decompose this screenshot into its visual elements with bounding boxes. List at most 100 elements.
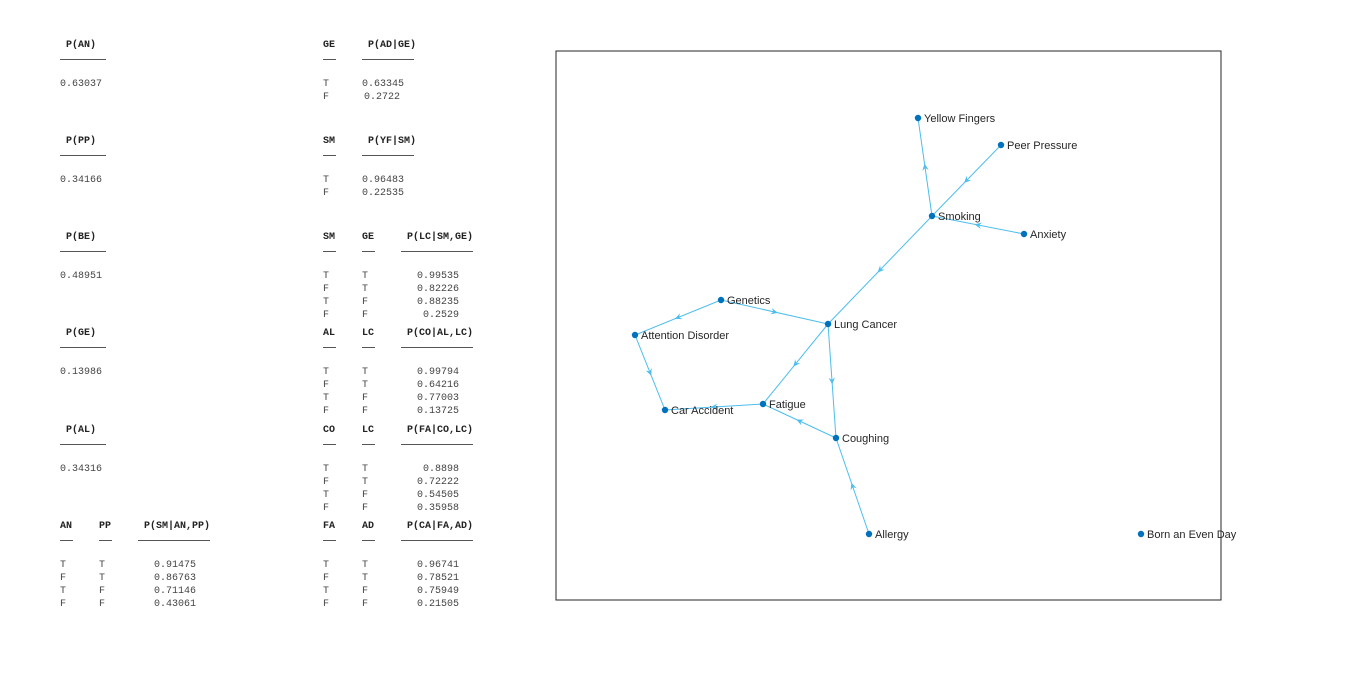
arrowhead-al-co <box>850 482 857 491</box>
table-cell: T <box>323 560 330 571</box>
table-cell: T <box>99 560 106 571</box>
node-label-be: Born an Even Day <box>1147 529 1237 541</box>
table-cell: T <box>362 380 369 391</box>
table-header: GE <box>362 232 375 243</box>
table-cell: 0.99794 <box>416 367 459 378</box>
table-header: P(LC|SM,GE) <box>407 232 474 243</box>
arrowhead-lc-fa <box>793 359 801 367</box>
table-cell: F <box>323 599 330 610</box>
table-cell: 0.72222 <box>416 477 459 488</box>
table-cell: 0.43061 <box>153 599 196 610</box>
arrowhead-fa-ca <box>710 403 718 410</box>
table-header: CO <box>323 425 336 436</box>
node-co[interactable] <box>832 434 840 442</box>
node-sm[interactable] <box>928 212 936 220</box>
arrowhead-lc-co <box>828 377 835 385</box>
table-cell: T <box>362 560 369 571</box>
table-cell: F <box>323 92 330 103</box>
table-cell: F <box>362 406 369 417</box>
table-cell: T <box>99 573 106 584</box>
table-cell: 0.8898 <box>422 464 459 475</box>
table-header: P(PP) <box>66 136 97 147</box>
header-rule <box>362 155 414 156</box>
table-cell: T <box>60 560 67 571</box>
table-cell: T <box>362 284 369 295</box>
table-header: P(AL) <box>66 425 97 436</box>
node-fa[interactable] <box>759 400 767 408</box>
arrowhead-ge-lc <box>770 308 778 315</box>
node-an[interactable] <box>1020 230 1028 238</box>
table-cell: 0.34166 <box>60 175 103 186</box>
table-header: AL <box>323 328 336 339</box>
node-label-ca: Car Accident <box>671 405 733 417</box>
table-header: P(CA|FA,AD) <box>407 521 474 532</box>
node-be[interactable] <box>1137 530 1145 538</box>
header-rule <box>401 540 473 541</box>
header-rule <box>60 59 106 60</box>
table-cell: 0.71146 <box>153 586 196 597</box>
table-cell: 0.48951 <box>60 271 103 282</box>
table-cell: T <box>362 573 369 584</box>
table-cell: 0.82226 <box>416 284 459 295</box>
node-label-ge: Genetics <box>727 295 771 307</box>
node-ge[interactable] <box>717 296 725 304</box>
header-rule <box>323 444 336 445</box>
table-header: P(CO|AL,LC) <box>407 328 474 339</box>
header-rule <box>60 155 106 156</box>
node-lc[interactable] <box>824 320 832 328</box>
table-cell: F <box>60 599 67 610</box>
table-cell: F <box>60 573 67 584</box>
node-al[interactable] <box>865 530 873 538</box>
table-header: SM <box>323 136 336 147</box>
table-cell: F <box>362 490 369 501</box>
header-rule <box>60 347 106 348</box>
table-cell: F <box>323 284 330 295</box>
table-cell: F <box>362 503 369 514</box>
table-cell: T <box>60 586 67 597</box>
node-ad[interactable] <box>631 331 639 339</box>
table-cell: 0.21505 <box>416 599 459 610</box>
table-cell: 0.88235 <box>416 297 459 308</box>
table-cell: F <box>323 477 330 488</box>
table-cell: T <box>323 464 330 475</box>
arrowhead-an-sm <box>974 222 983 229</box>
table-cell: 0.22535 <box>362 188 405 199</box>
header-rule <box>60 251 106 252</box>
table-header: P(SM|AN,PP) <box>144 521 211 532</box>
table-header: LC <box>362 425 375 436</box>
header-rule <box>60 444 106 445</box>
table-cell: T <box>323 367 330 378</box>
edges-layer <box>634 117 1025 535</box>
table-header: AN <box>60 521 73 532</box>
header-rule <box>401 347 473 348</box>
table-header: P(BE) <box>66 232 97 243</box>
node-ca[interactable] <box>661 406 669 414</box>
table-cell: 0.63345 <box>362 79 405 90</box>
table-cell: F <box>323 406 330 417</box>
node-pp[interactable] <box>997 141 1005 149</box>
table-cell: T <box>323 490 330 501</box>
table-cell: T <box>323 393 330 404</box>
node-label-sm: Smoking <box>938 211 981 223</box>
table-cell: F <box>99 599 106 610</box>
table-cell: F <box>362 586 369 597</box>
node-label-pp: Peer Pressure <box>1007 140 1077 152</box>
table-cell: T <box>323 79 330 90</box>
header-rule <box>362 444 375 445</box>
table-cell: F <box>323 310 330 321</box>
table-cell: 0.99535 <box>416 271 459 282</box>
table-header: P(YF|SM) <box>368 136 417 147</box>
table-cell: F <box>323 503 330 514</box>
header-rule <box>323 347 336 348</box>
header-rule <box>401 251 473 252</box>
node-yf[interactable] <box>914 114 922 122</box>
header-rule <box>362 347 375 348</box>
table-header: AD <box>362 521 375 532</box>
arrowhead-ge-ad <box>674 313 683 320</box>
table-header: PP <box>99 521 112 532</box>
header-rule <box>362 59 414 60</box>
table-cell: F <box>99 586 106 597</box>
node-label-lc: Lung Cancer <box>834 319 897 331</box>
node-label-co: Coughing <box>842 433 889 445</box>
